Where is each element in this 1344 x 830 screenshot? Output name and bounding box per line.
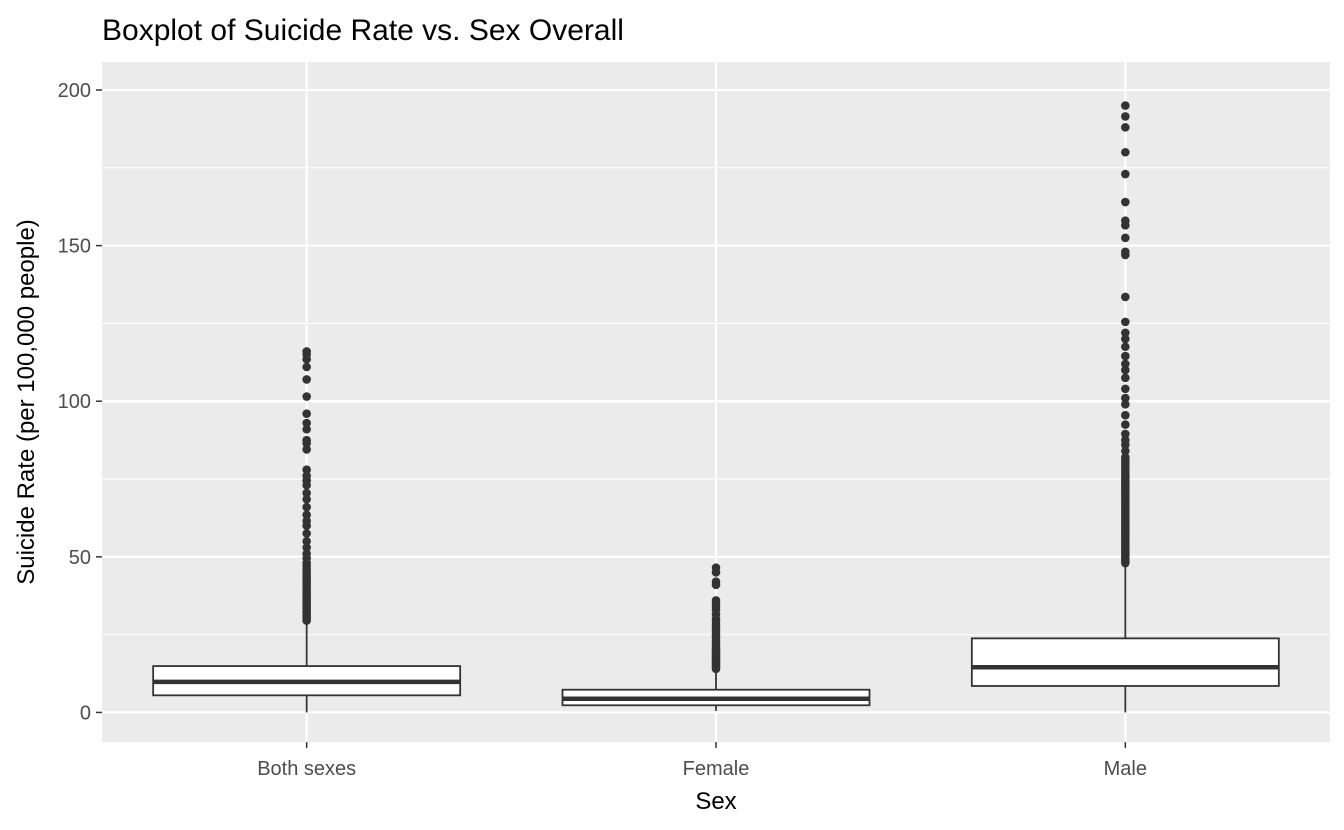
outlier-point <box>302 516 311 526</box>
outlier-point <box>302 375 311 384</box>
outlier-point <box>1121 359 1130 369</box>
boxes <box>152 101 1280 713</box>
outlier-point <box>1121 334 1130 344</box>
outlier-point <box>302 488 311 498</box>
x-axis: Both sexes Female Male <box>257 742 1147 780</box>
outlier-point <box>302 418 311 428</box>
outlier-point <box>1121 373 1130 383</box>
x-axis-title: Sex <box>695 788 736 815</box>
box-female <box>561 563 871 711</box>
outlier-point <box>1121 247 1130 257</box>
box-male <box>970 101 1280 713</box>
outlier-point <box>1121 233 1130 243</box>
outlier-point <box>302 392 311 401</box>
outlier-point <box>1121 435 1130 445</box>
outlier-point <box>302 529 311 538</box>
outlier-point <box>302 409 311 418</box>
chart-title: Boxplot of Suicide Rate vs. Sex Overall <box>102 14 624 47</box>
outlier-point <box>302 347 311 356</box>
outlier-point <box>1121 446 1130 456</box>
x-tick-label: Male <box>1104 758 1147 780</box>
outlier-point <box>1121 384 1130 394</box>
outlier-point <box>302 543 311 552</box>
outlier-point <box>1121 429 1130 439</box>
outlier-point <box>1121 112 1130 121</box>
outlier-point <box>1121 147 1130 157</box>
outlier-point <box>1121 197 1130 207</box>
outlier-point <box>1121 420 1130 429</box>
outlier-point <box>1121 317 1130 327</box>
x-tick-label: Both sexes <box>257 758 356 780</box>
outlier-point <box>1121 342 1130 352</box>
outlier-point <box>302 502 311 512</box>
outlier-point <box>1121 365 1130 375</box>
outlier-point <box>302 536 311 546</box>
outlier-point <box>711 563 721 573</box>
outlier-point <box>302 494 311 504</box>
outlier-point <box>302 549 311 559</box>
outlier-point <box>302 424 311 434</box>
y-tick-label: 50 <box>69 547 91 569</box>
iqr-box <box>970 637 1280 687</box>
outlier-point <box>1121 452 1130 462</box>
outlier-point <box>302 445 311 454</box>
outlier-point <box>1121 351 1130 361</box>
y-tick-label: 0 <box>80 702 91 724</box>
outlier-point <box>1121 393 1130 403</box>
outlier-point <box>302 465 311 474</box>
outlier-point <box>1121 400 1130 409</box>
outlier-point <box>1121 292 1130 302</box>
y-tick-label: 200 <box>58 80 91 102</box>
outlier-point <box>1121 101 1130 110</box>
y-axis: 0 50 100 150 200 <box>58 80 102 724</box>
outlier-point <box>302 510 311 520</box>
y-tick-label: 100 <box>58 391 91 413</box>
outlier-point <box>302 435 311 445</box>
outlier-point <box>1121 216 1130 226</box>
y-tick-label: 150 <box>58 236 91 258</box>
outlier-point <box>711 577 721 587</box>
outlier-point <box>711 596 721 605</box>
x-tick-label: Female <box>683 758 750 780</box>
outlier-point <box>302 471 311 481</box>
outlier-point <box>1121 123 1130 132</box>
box-both-sexes <box>152 347 462 713</box>
outlier-point <box>1121 410 1130 420</box>
y-axis-title: Suicide Rate (per 100,000 people) <box>13 219 40 585</box>
outlier-point <box>1121 169 1130 179</box>
outlier-point <box>302 362 311 372</box>
outlier-point <box>1121 328 1130 338</box>
